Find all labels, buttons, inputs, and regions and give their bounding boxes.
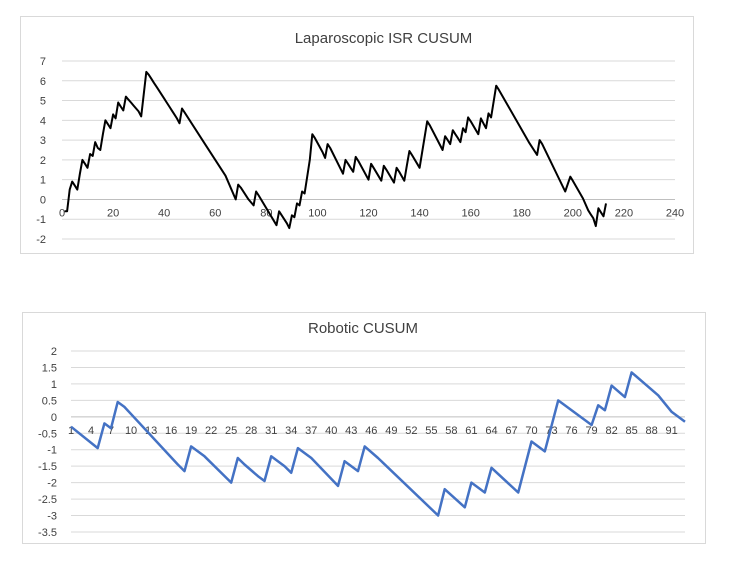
- y-tick-label: 2: [51, 346, 57, 358]
- y-tick-label: 3: [40, 135, 46, 147]
- x-tick-label: 43: [345, 425, 357, 437]
- y-tick-label: 4: [40, 115, 46, 127]
- x-tick-label: 120: [359, 207, 377, 219]
- x-tick-label: 16: [165, 425, 177, 437]
- y-tick-label: 2: [40, 155, 46, 167]
- x-tick-label: 91: [666, 425, 678, 437]
- x-tick-label: 25: [225, 425, 237, 437]
- x-tick-label: 67: [505, 425, 517, 437]
- y-tick-label: 5: [40, 96, 46, 108]
- x-tick-label: 61: [465, 425, 477, 437]
- chart-title: Laparoscopic ISR CUSUM: [295, 30, 473, 47]
- x-tick-label: 31: [265, 425, 277, 437]
- x-tick-label: 7: [108, 425, 114, 437]
- x-tick-label: 20: [107, 207, 119, 219]
- x-tick-label: 70: [525, 425, 537, 437]
- x-tick-label: 76: [565, 425, 577, 437]
- series-line: [64, 70, 607, 230]
- x-tick-label: 46: [365, 425, 377, 437]
- x-tick-label: 160: [461, 207, 479, 219]
- y-tick-label: 1.5: [42, 362, 57, 374]
- laparoscopic-chart: Laparoscopic ISR CUSUM -2 -1 0 1 2 3 4 5 6 7 0 20 40 6…: [36, 30, 684, 246]
- x-tick-label: 200: [564, 207, 582, 219]
- x-tick-label: 1: [68, 425, 74, 437]
- x-tick-label: 60: [209, 207, 221, 219]
- x-tick-label: 100: [308, 207, 326, 219]
- laparoscopic-chart-panel: Laparoscopic ISR CUSUM -2 -1 0 1 2 3 4 5 6 7 0 20 40 6…: [20, 16, 694, 254]
- x-tick-label: 19: [185, 425, 197, 437]
- x-tick-label: 64: [485, 425, 497, 437]
- x-tick-label: 22: [205, 425, 217, 437]
- y-tick-label: -0.5: [38, 428, 57, 440]
- y-tick-label: -1.5: [38, 461, 57, 473]
- x-tick-label: 40: [158, 207, 170, 219]
- x-tick-label: 140: [410, 207, 428, 219]
- x-tick-label: 58: [445, 425, 457, 437]
- x-tick-label: 240: [666, 207, 684, 219]
- x-tick-label: 0: [59, 207, 65, 219]
- y-tick-label: -1: [36, 214, 46, 226]
- robotic-chart: Robotic CUSUM -3.5 -3 -2.5 -2 -1.5 -1 -0.5 0 0.5 1…: [38, 320, 686, 539]
- x-tick-label: 34: [285, 425, 297, 437]
- x-tick-label: 85: [625, 425, 637, 437]
- y-tick-label: -2: [47, 478, 57, 490]
- y-tick-label: 0.5: [42, 395, 57, 407]
- y-tick-label: 1: [51, 379, 57, 391]
- y-tick-label: 1: [40, 175, 46, 187]
- series-line: [70, 371, 686, 517]
- chart-title: Robotic CUSUM: [308, 320, 418, 337]
- x-tick-label: 49: [385, 425, 397, 437]
- x-tick-label: 52: [405, 425, 417, 437]
- x-tick-label: 40: [325, 425, 337, 437]
- y-tick-label: -2: [36, 234, 46, 246]
- x-tick-label: 28: [245, 425, 257, 437]
- x-tick-label: 37: [305, 425, 317, 437]
- x-tick-label: 55: [425, 425, 437, 437]
- x-tick-label: 82: [605, 425, 617, 437]
- y-tick-label: -3: [47, 511, 57, 523]
- x-tick-label: 180: [513, 207, 531, 219]
- robotic-chart-panel: Robotic CUSUM -3.5 -3 -2.5 -2 -1.5 -1 -0.5 0 0.5 1…: [22, 312, 706, 544]
- y-tick-label: 0: [40, 194, 46, 206]
- x-tick-label: 88: [646, 425, 658, 437]
- x-tick-label: 80: [260, 207, 272, 219]
- x-tick-label: 79: [585, 425, 597, 437]
- y-tick-label: 6: [40, 76, 46, 88]
- y-tick-label: 0: [51, 412, 57, 424]
- y-tick-label: 7: [40, 56, 46, 68]
- x-tick-label: 10: [125, 425, 137, 437]
- y-tick-label: -3.5: [38, 527, 57, 539]
- y-tick-label: -2.5: [38, 494, 57, 506]
- x-tick-label: 220: [615, 207, 633, 219]
- y-tick-label: -1: [47, 445, 57, 457]
- x-tick-label: 4: [88, 425, 94, 437]
